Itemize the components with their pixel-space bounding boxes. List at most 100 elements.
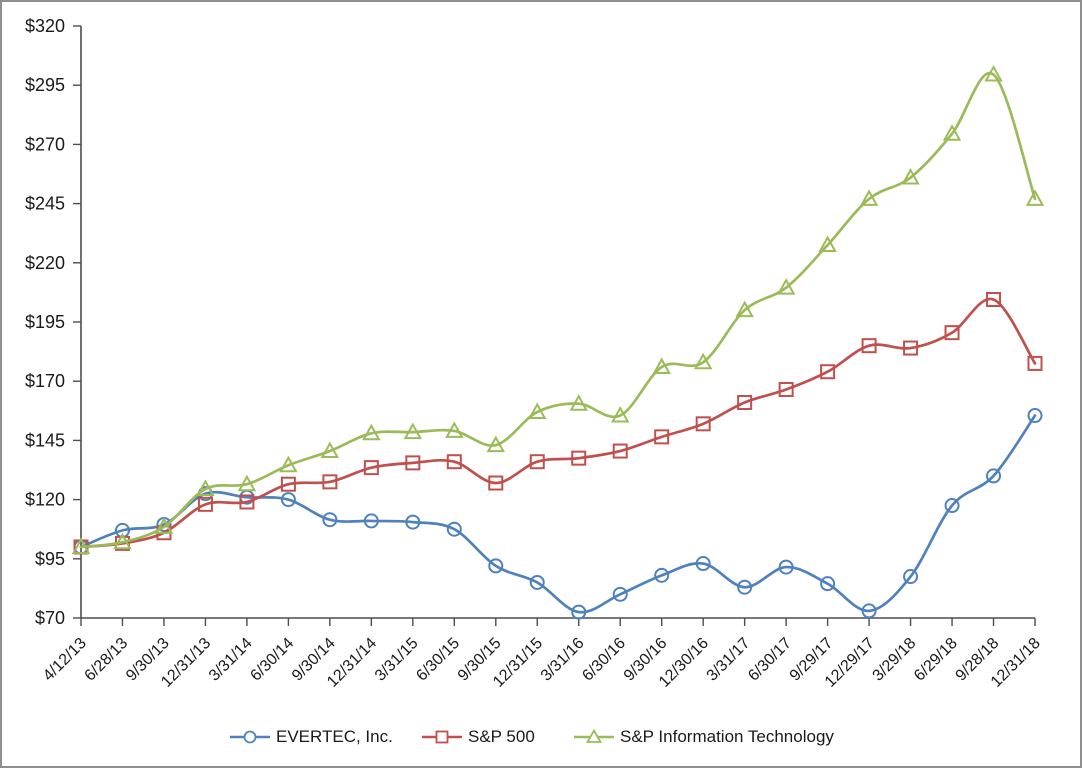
x-axis-tick-label: 6/30/17	[745, 635, 795, 685]
data-point-marker	[196, 479, 215, 496]
data-point-marker	[903, 340, 919, 356]
x-axis-tick-label: 3/31/14	[206, 635, 256, 685]
data-point-marker	[654, 567, 670, 583]
y-axis-tick-label: $120	[25, 490, 65, 510]
series-line-s-p-information-technology	[79, 71, 1037, 549]
data-point-marker	[569, 394, 588, 411]
data-point-marker	[695, 556, 711, 572]
legend-label-sp-it: S&P Information Technology	[620, 727, 834, 746]
data-point-marker	[403, 422, 423, 440]
data-point-marker	[113, 532, 132, 550]
data-point-marker	[944, 498, 960, 514]
data-point-marker	[986, 292, 1002, 308]
data-point-marker	[529, 574, 545, 590]
data-point-marker	[197, 496, 213, 512]
data-point-marker	[446, 454, 462, 470]
x-axis-tick-label: 6/30/15	[413, 635, 463, 685]
series-s-p-information-technology	[71, 64, 1045, 554]
data-point-marker	[776, 278, 796, 295]
data-point-marker	[1025, 189, 1045, 206]
data-point-marker	[280, 492, 296, 508]
x-axis-tick-label: 6/30/14	[247, 635, 297, 685]
series-s-p-500	[73, 292, 1043, 555]
data-point-marker	[488, 475, 504, 491]
data-point-marker	[859, 189, 879, 206]
data-point-marker	[737, 395, 753, 411]
evertec-line-marker-icon	[230, 730, 270, 744]
data-point-marker	[818, 235, 837, 253]
sp500-line-marker-icon	[422, 730, 462, 744]
data-point-marker	[322, 474, 338, 490]
data-point-marker	[820, 364, 836, 380]
data-point-marker	[405, 514, 421, 530]
legend-item-evertec: EVERTEC, Inc.	[230, 726, 393, 748]
data-point-marker	[528, 402, 547, 419]
y-axis-tick-label: $95	[35, 549, 65, 569]
x-axis-tick-label: 3/31/15	[372, 635, 422, 685]
data-point-marker	[901, 167, 920, 185]
data-point-marker	[362, 423, 381, 441]
x-axis-tick-label: 6/30/16	[579, 635, 629, 685]
y-axis-tick-label: $145	[25, 430, 65, 450]
x-axis-tick-label: 6/29/18	[911, 635, 961, 685]
data-point-marker	[778, 559, 794, 575]
data-point-marker	[239, 494, 255, 510]
data-point-marker	[280, 476, 296, 492]
x-axis-tick-label: 3/31/16	[538, 635, 588, 685]
legend-marker-shape	[435, 730, 449, 744]
data-point-marker	[652, 357, 671, 374]
legend-label-evertec: EVERTEC, Inc.	[276, 727, 393, 746]
data-point-marker	[322, 512, 338, 528]
data-point-marker	[612, 586, 628, 602]
x-axis-tick-label: 4/12/13	[40, 635, 90, 685]
data-point-marker	[446, 521, 462, 537]
y-axis-tick-label: $220	[25, 253, 65, 273]
data-point-marker	[279, 455, 298, 473]
data-point-marker	[695, 416, 711, 432]
data-point-marker	[405, 455, 421, 471]
y-axis-tick-label: $170	[25, 371, 65, 391]
data-point-marker	[363, 460, 379, 476]
data-point-marker	[611, 405, 630, 423]
data-point-marker	[445, 421, 464, 438]
data-point-marker	[735, 300, 754, 318]
data-point-marker	[820, 576, 836, 592]
data-point-marker	[778, 381, 794, 397]
x-axis-tick-label: 6/28/13	[82, 635, 132, 685]
x-axis-tick-label: 3/31/17	[704, 635, 754, 685]
data-point-marker	[71, 537, 91, 554]
data-point-marker	[693, 352, 713, 370]
legend-marker-shape	[243, 730, 257, 744]
legend-item-sp-it: S&P Information Technology	[574, 726, 834, 748]
x-axis-tick-label: 3/29/18	[870, 635, 920, 685]
data-point-marker	[154, 517, 174, 534]
data-point-marker	[612, 443, 628, 459]
y-axis-tick-label: $295	[25, 75, 65, 95]
data-point-marker	[486, 435, 505, 453]
series-line-s-p-500	[79, 297, 1037, 549]
data-point-marker	[571, 604, 587, 620]
series-evertec-inc	[73, 408, 1043, 620]
y-axis-tick-label: $320	[25, 16, 65, 36]
data-point-marker	[986, 468, 1002, 484]
data-point-marker	[942, 124, 962, 141]
legend-item-sp500: S&P 500	[422, 726, 535, 748]
data-point-marker	[488, 558, 504, 574]
data-point-marker	[984, 64, 1003, 82]
y-axis-tick-label: $245	[25, 194, 65, 214]
data-point-marker	[237, 474, 257, 492]
y-axis-tick-label: $70	[35, 608, 65, 628]
data-point-marker	[654, 429, 670, 445]
data-point-marker	[861, 338, 877, 354]
legend-marker-shape	[585, 728, 603, 743]
data-point-marker	[529, 454, 545, 470]
y-axis-tick-label: $270	[25, 134, 65, 154]
data-point-marker	[737, 579, 753, 595]
data-point-marker	[320, 441, 340, 459]
y-axis-tick-label: $195	[25, 312, 65, 332]
data-point-marker	[903, 569, 919, 585]
sp-information-technology-line-marker-icon	[574, 728, 614, 743]
legend-label-sp500: S&P 500	[468, 727, 535, 746]
